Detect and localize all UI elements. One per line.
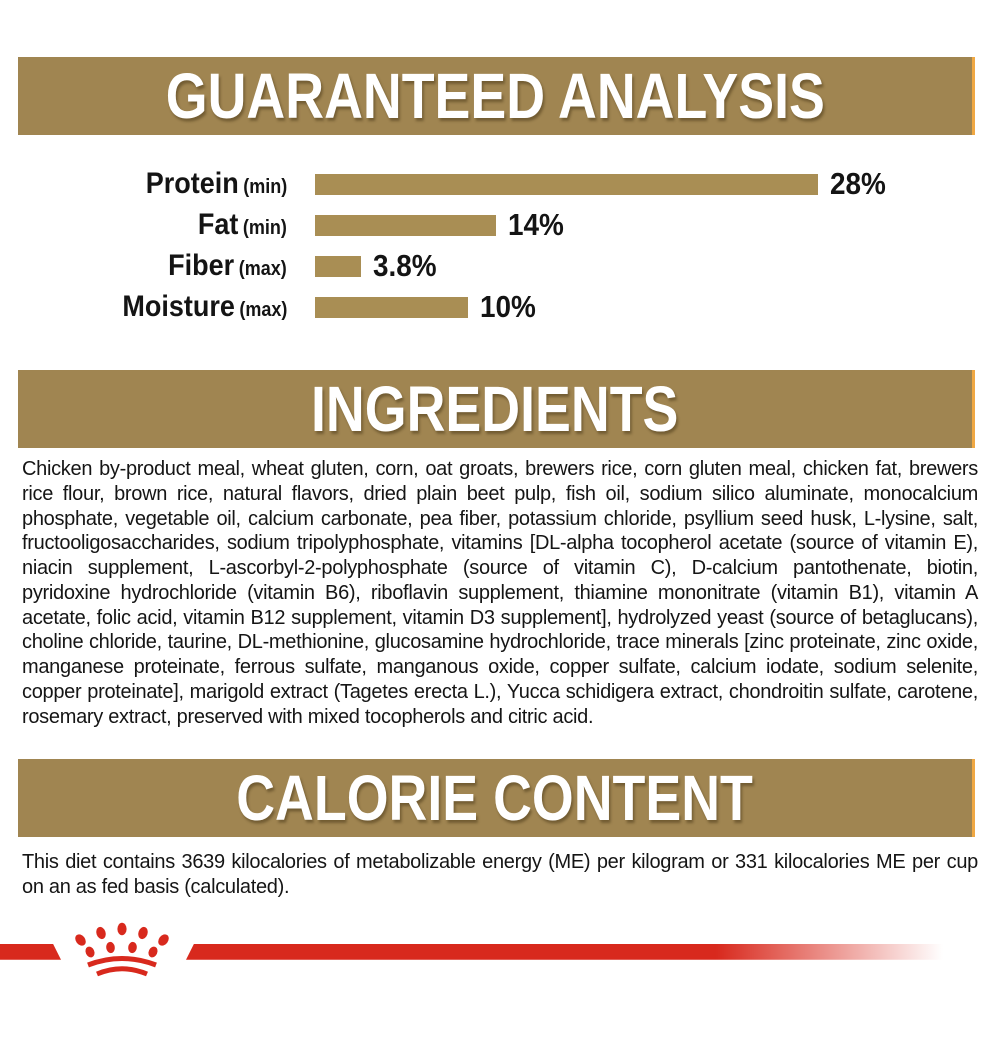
category-name: Fiber [168, 249, 235, 282]
ingredients-banner: INGREDIENTS [18, 370, 975, 448]
category-name: Moisture [121, 290, 235, 323]
bar-moisture [315, 296, 468, 318]
category-name: Protein [145, 167, 239, 200]
guaranteed-analysis-chart: Protein (min) 28% Fat (min) 14% Fiber (max)… [0, 166, 1000, 325]
brand-crown-logo-icon [75, 922, 169, 977]
calorie-content-text: This diet contains 3639 kilocalories of … [22, 851, 978, 898]
category-qualifier: (max) [238, 299, 287, 321]
calorie-content-title: CALORIE CONTENT [236, 762, 754, 835]
bar-fiber [315, 255, 361, 277]
value-label-fat: 14% [508, 207, 564, 242]
value-label-fiber: 3.8% [373, 248, 437, 283]
chart-label-protein: Protein (min) [0, 167, 287, 201]
calorie-content-banner: CALORIE CONTENT [18, 759, 975, 838]
brand-stripe-left [0, 944, 61, 960]
category-qualifier: (max) [238, 258, 287, 280]
guaranteed-analysis-banner: GUARANTEED ANALYSIS [18, 57, 975, 135]
chart-label-fat: Fat (min) [0, 208, 287, 242]
chart-row-fiber: Fiber (max) 3.8% [0, 248, 1000, 284]
chart-label-fiber: Fiber (max) [0, 249, 287, 283]
bar-fat [315, 214, 496, 236]
category-qualifier: (min) [242, 217, 287, 239]
chart-row-fat: Fat (min) 14% [0, 207, 1000, 243]
chart-row-moisture: Moisture (max) 10% [0, 289, 1000, 325]
category-name: Fat [197, 208, 239, 241]
value-label-protein: 28% [830, 166, 886, 201]
bar-protein [315, 173, 818, 195]
guaranteed-analysis-title: GUARANTEED ANALYSIS [165, 60, 825, 132]
chart-label-moisture: Moisture (max) [0, 290, 287, 324]
brand-footer [0, 918, 1000, 1008]
ingredients-text: Chicken by-product meal, wheat gluten, c… [22, 458, 978, 728]
ingredients-title: INGREDIENTS [311, 373, 679, 445]
chart-row-protein: Protein (min) 28% [0, 166, 1000, 202]
value-label-moisture: 10% [480, 289, 536, 324]
category-qualifier: (min) [242, 176, 287, 198]
brand-stripe-right [186, 943, 943, 960]
